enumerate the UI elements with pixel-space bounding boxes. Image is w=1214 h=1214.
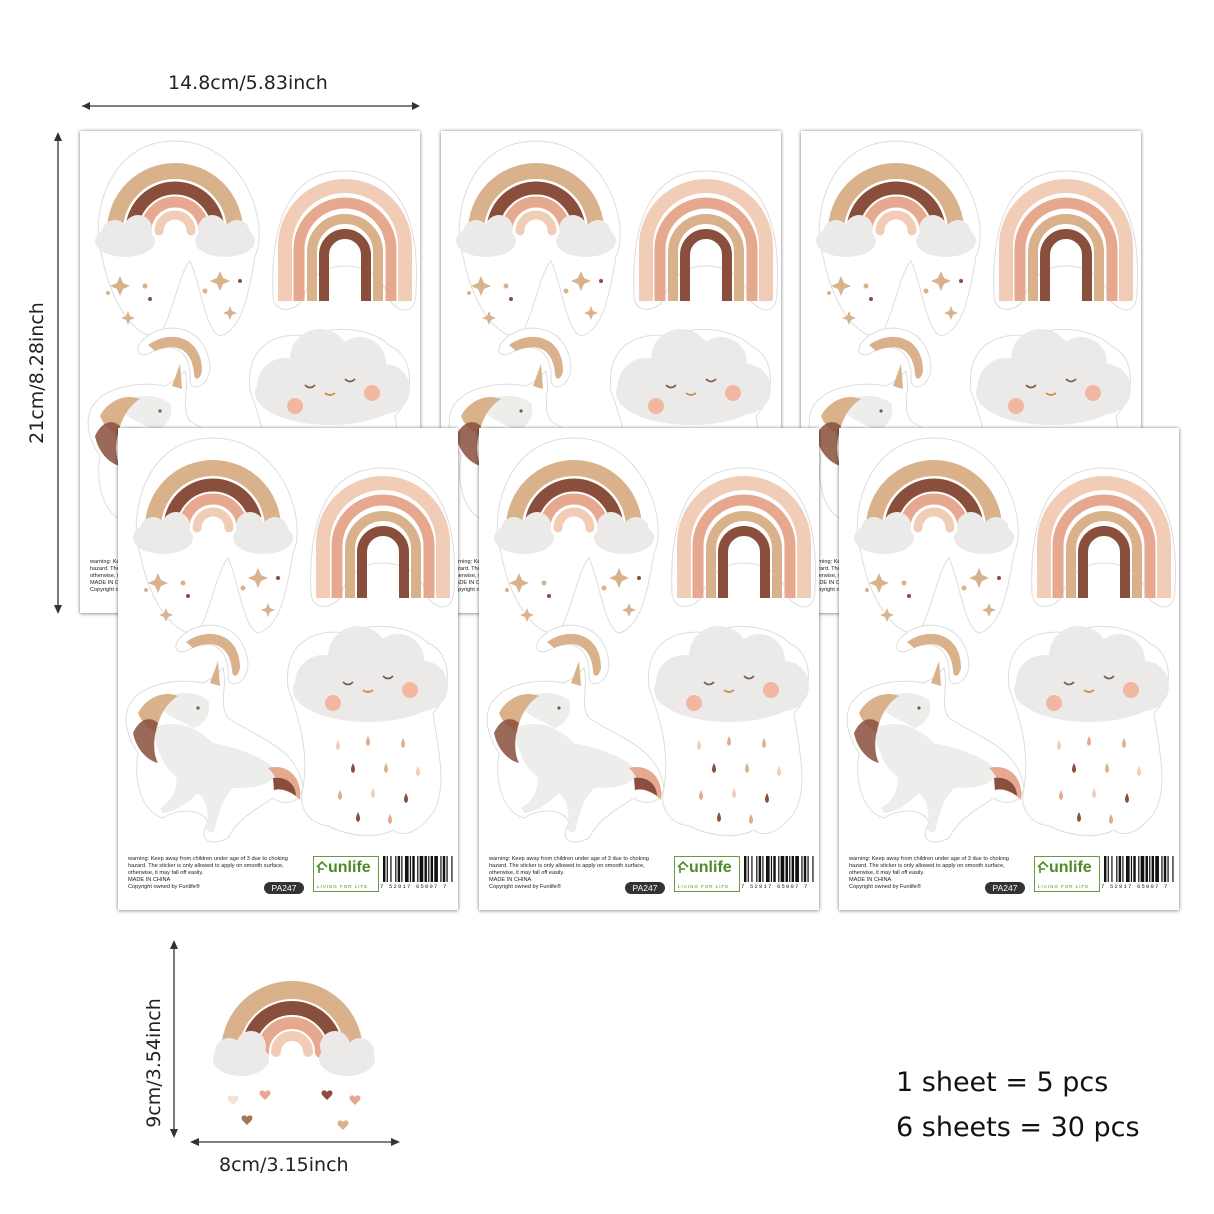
summary-per-sheet: 1 sheet = 5 pcs [896,1067,1109,1098]
barcode-number: 7 52917 65007 7 [380,883,448,890]
sheet-width-arrow [82,102,420,110]
piece-height-arrow [170,940,178,1138]
made-in-text: MADE IN CHINA [128,877,171,883]
warning-line: otherwise, it may fall off easily. [849,870,925,876]
barcode [1104,856,1174,882]
warning-line: warning: Keep away from children under a… [489,856,649,862]
house-icon [316,860,328,873]
rainbow-sticker [272,170,417,311]
sheet-footer: warning: Keep away from children under a… [128,856,453,900]
moon-sticker [137,327,211,388]
barcode-number: 7 52917 65007 7 [1101,883,1169,890]
sheet-artwork [125,437,455,843]
warning-text: warning: Keep away from children under a… [849,856,1031,891]
warning-line: hazard. The sticker is only allowed to a… [128,863,284,869]
rainbow-sticker [1031,467,1176,608]
copyright-text: Copyright owned by Funlife® [489,884,561,890]
brand-logo: unlife LIVING FOR LIFE [674,856,740,892]
made-in-text: MADE IN CHINA [811,580,854,586]
brand-tagline: LIVING FOR LIFE [317,884,369,889]
brand-tagline: LIVING FOR LIFE [1038,884,1090,889]
brand-name: unlife [328,859,371,876]
barcode-number: 7 52917 65007 7 [741,883,809,890]
unicorn-sticker [486,661,665,843]
rainbow-cloud-sticker [854,437,1019,634]
warning-line: warning: Keep away from children under a… [128,856,288,862]
made-in-text: MADE IN CHINA [849,877,892,883]
sheet-height-arrow [54,132,62,614]
warning-line: hazard. The sticker is only allowed to a… [849,863,1005,869]
warning-line: otherwise, it may fall off easily. [489,870,565,876]
piece-width-arrow [190,1138,400,1146]
sticker-sheet-6: warning: Keep away from children under a… [839,428,1179,910]
made-in-text: MADE IN CHINA [90,580,133,586]
sheet-artwork [846,437,1176,843]
sticker-sheet-5: warning: Keep away from children under a… [479,428,819,910]
brand-logo: unlife LIVING FOR LIFE [313,856,379,892]
sheet-height-label: 21cm/8.28inch [26,302,48,444]
made-in-text: MADE IN CHINA [489,877,532,883]
single-rainbow-sticker [213,981,375,1130]
moon-sticker [536,624,610,685]
sticker-sheet-4: warning: Keep away from children under a… [118,428,458,910]
rainbow-sticker [310,467,455,608]
rainbow-cloud-sticker [456,140,621,337]
rainbow-cloud-sticker [133,437,298,634]
warning-text: warning: Keep away from children under a… [128,856,310,891]
copyright-text: Copyright owned by Funlife® [128,884,200,890]
moon-sticker [858,327,932,388]
brand-tagline: LIVING FOR LIFE [678,884,730,889]
rainbow-sticker [671,467,816,608]
rain-cloud-sticker [286,625,448,837]
warning-text: warning: Keep away from children under a… [489,856,671,891]
rain-cloud-sticker [1007,625,1169,837]
brand-name: unlife [689,859,732,876]
moon-sticker [896,624,970,685]
piece-width-label: 8cm/3.15inch [219,1154,349,1176]
brand-name: unlife [1049,859,1092,876]
unicorn-sticker [125,661,304,843]
rainbow-cloud-sticker [95,140,260,337]
product-code-badge: PA247 [264,882,304,894]
made-in-text: MADE IN CHINA [451,580,494,586]
barcode [744,856,814,882]
brand-logo: unlife LIVING FOR LIFE [1034,856,1100,892]
summary-total: 6 sheets = 30 pcs [896,1112,1140,1143]
piece-height-label: 9cm/3.54inch [143,998,165,1128]
warning-line: hazard. The sticker is only allowed to a… [489,863,645,869]
barcode [383,856,453,882]
sheet-artwork [486,437,816,843]
warning-line: warning: Keep away from children under a… [849,856,1009,862]
moon-sticker [175,624,249,685]
rainbow-cloud-sticker [816,140,981,337]
house-icon [1037,860,1049,873]
rainbow-cloud-sticker [494,437,659,634]
sheet-footer: warning: Keep away from children under a… [849,856,1174,900]
unicorn-sticker [846,661,1025,843]
house-icon [677,860,689,873]
moon-sticker [498,327,572,388]
product-code-badge: PA247 [625,882,665,894]
product-code-badge: PA247 [985,882,1025,894]
sheet-footer: warning: Keep away from children under a… [489,856,814,900]
rainbow-sticker [993,170,1138,311]
sheet-width-label: 14.8cm/5.83inch [168,72,328,94]
rainbow-sticker [633,170,778,311]
copyright-text: Copyright owned by Funlife® [849,884,921,890]
warning-line: otherwise, it may fall off easily. [128,870,204,876]
rain-cloud-sticker [647,625,809,837]
